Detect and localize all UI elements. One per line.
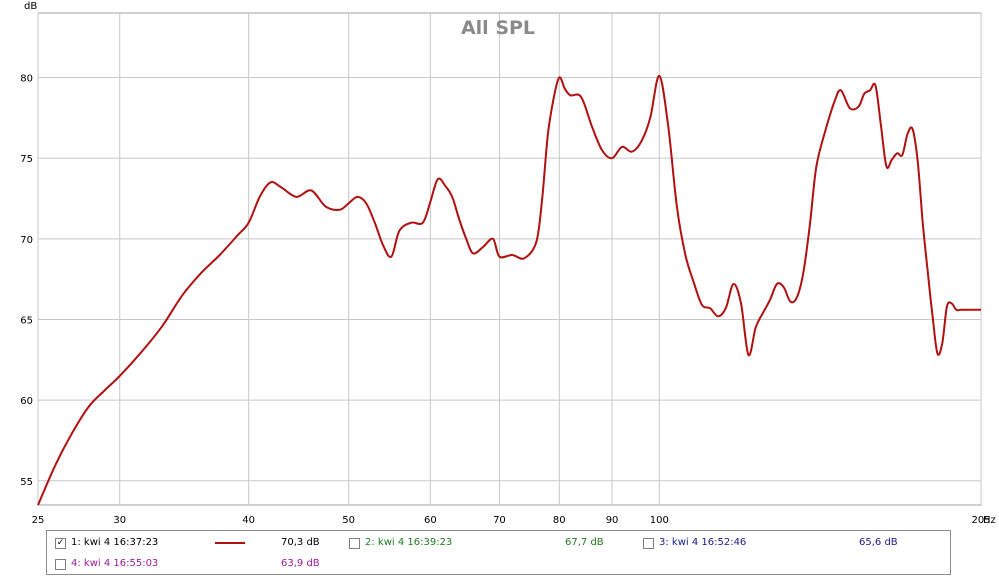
- y-axis-label: dB: [24, 1, 37, 12]
- x-tick-label: 50: [342, 515, 355, 526]
- grid: [37, 13, 982, 505]
- x-axis-unit: Hz: [983, 515, 996, 526]
- series-4-checkbox[interactable]: [55, 559, 66, 570]
- series-2-value: 67,7 dB: [565, 537, 604, 548]
- tick-labels: 25 30 40 50 60 70 80 90 100 205 55 60 65 70 75 80: [20, 74, 990, 526]
- x-tick-label: 205: [971, 515, 990, 526]
- series-3-value: 65,6 dB: [859, 537, 898, 548]
- x-tick-label: 25: [32, 515, 45, 526]
- series-1-label: 1: kwi 4 16:37:23: [71, 537, 159, 548]
- y-tick-label: 65: [20, 315, 33, 326]
- series-3-label: 3: kwi 4 16:52:46: [659, 537, 747, 548]
- series-1-value: 70,3 dB: [281, 537, 320, 548]
- x-tick-label: 40: [242, 515, 255, 526]
- x-tick-label: 80: [553, 515, 566, 526]
- y-tick-label: 60: [20, 396, 33, 407]
- x-tick-label: 100: [650, 515, 669, 526]
- x-tick-label: 30: [113, 515, 126, 526]
- series-1-checkbox[interactable]: ✓: [55, 538, 66, 549]
- y-tick-label: 70: [20, 235, 33, 246]
- series-2-label: 2: kwi 4 16:39:23: [365, 537, 453, 548]
- y-tick-label: 80: [20, 74, 33, 85]
- series-4-value: 63,9 dB: [281, 558, 320, 569]
- x-tick-label: 60: [424, 515, 437, 526]
- plot-area: [37, 12, 982, 506]
- series-1-swatch: [215, 542, 245, 544]
- series-4-label: 4: kwi 4 16:55:03: [71, 558, 159, 569]
- series-3-checkbox[interactable]: [643, 538, 654, 549]
- legend-panel: ✓ 1: kwi 4 16:37:23 70,3 dB 2: kwi 4 16:…: [46, 530, 951, 575]
- spl-chart: 25 30 40 50 60 70 80 90 100 205 55 60 65 70 75 80 All S…: [20, 1, 996, 526]
- y-tick-label: 75: [20, 154, 33, 165]
- y-tick-label: 55: [20, 477, 33, 488]
- x-tick-label: 90: [606, 515, 619, 526]
- chart-title: All SPL: [461, 17, 535, 39]
- x-tick-label: 70: [493, 515, 506, 526]
- series-2-checkbox[interactable]: [349, 538, 360, 549]
- series-1-line: [37, 74, 981, 506]
